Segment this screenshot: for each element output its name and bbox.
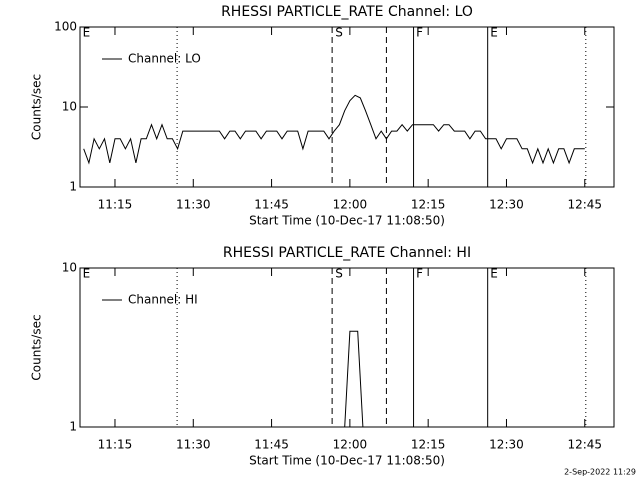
y-tick-label: 1 [69, 180, 77, 194]
y-tick-label: 10 [62, 261, 77, 275]
legend-label: Channel: LO [128, 52, 201, 66]
y-tick-label: 10 [62, 100, 77, 114]
x-tick-label: 11:30 [176, 438, 211, 452]
x-tick-label: 12:45 [567, 198, 602, 212]
x-tick-label: 12:00 [333, 438, 368, 452]
x-tick-label: 12:30 [489, 198, 524, 212]
annotation: E [83, 267, 91, 281]
x-tick-label: 12:15 [411, 198, 446, 212]
legend-label: Channel: HI [128, 293, 198, 307]
footer: 2-Sep-2022 11:29 [564, 468, 636, 477]
x-axis-label: Start Time (10-Dec-17 11:08:50) [249, 214, 445, 228]
data-line [83, 94, 585, 165]
y-tick-label: 100 [54, 20, 77, 34]
x-tick-label: 12:45 [567, 438, 602, 452]
annotation: E [490, 267, 498, 281]
plot-frame [79, 267, 615, 428]
annotation: S [335, 26, 343, 40]
x-tick-label: 11:15 [98, 438, 133, 452]
y-axis-label: Counts/sec [30, 74, 44, 140]
y-tick-label: 1 [69, 420, 77, 434]
x-tick-label: 11:30 [176, 198, 211, 212]
x-tick-label: 11:45 [254, 198, 289, 212]
x-tick-label: 11:15 [98, 198, 133, 212]
x-tick-label: 11:45 [254, 438, 289, 452]
annotation: E [83, 26, 91, 40]
y-axis-label: Counts/sec [30, 314, 44, 380]
x-tick-label: 12:00 [333, 198, 368, 212]
chart-title: RHESSI PARTICLE_RATE Channel: HI [223, 245, 471, 261]
annotation: F [416, 26, 423, 40]
data-line [344, 330, 364, 428]
x-tick-label: 12:15 [411, 438, 446, 452]
chart-title: RHESSI PARTICLE_RATE Channel: LO [221, 4, 473, 20]
x-tick-label: 12:30 [489, 438, 524, 452]
annotation: F [416, 267, 423, 281]
annotation: E [490, 26, 498, 40]
x-axis-label: Start Time (10-Dec-17 11:08:50) [249, 454, 445, 468]
annotation: S [335, 267, 343, 281]
